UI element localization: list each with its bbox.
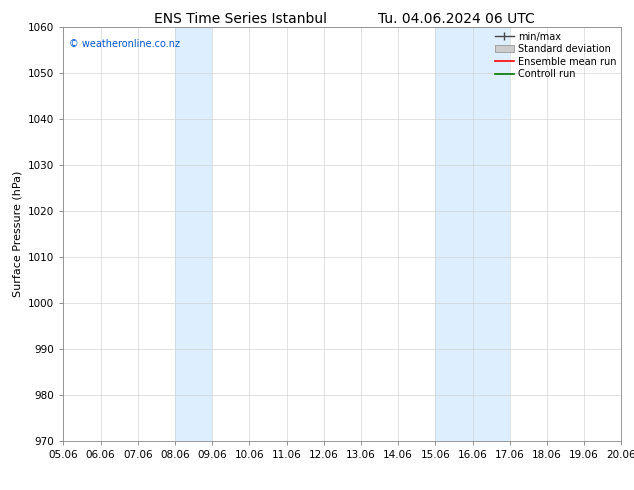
Bar — [436, 27, 510, 441]
Y-axis label: Surface Pressure (hPa): Surface Pressure (hPa) — [13, 171, 23, 297]
Text: © weatheronline.co.nz: © weatheronline.co.nz — [69, 39, 180, 49]
Bar — [175, 27, 212, 441]
Text: Tu. 04.06.2024 06 UTC: Tu. 04.06.2024 06 UTC — [378, 12, 535, 26]
Text: ENS Time Series Istanbul: ENS Time Series Istanbul — [155, 12, 327, 26]
Legend: min/max, Standard deviation, Ensemble mean run, Controll run: min/max, Standard deviation, Ensemble me… — [493, 30, 618, 81]
